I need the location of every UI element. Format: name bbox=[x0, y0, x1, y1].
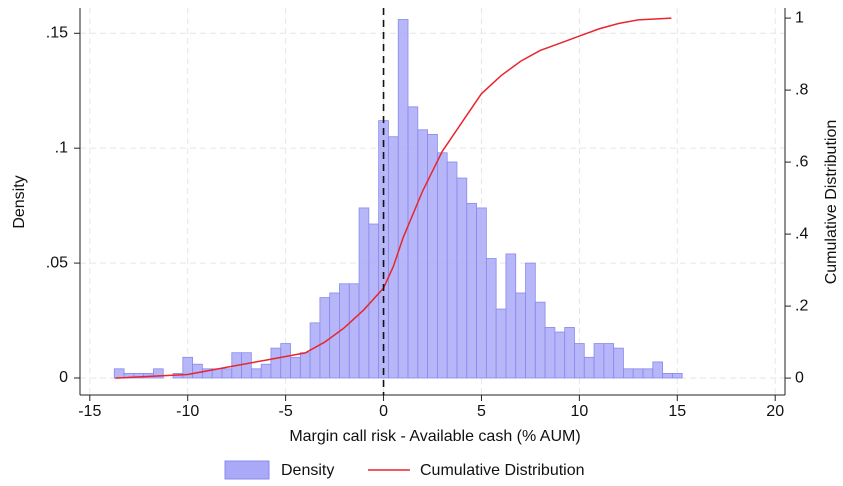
bar bbox=[260, 363, 272, 379]
bar bbox=[456, 177, 468, 379]
bar bbox=[534, 301, 546, 379]
bar bbox=[485, 258, 497, 379]
bar bbox=[613, 347, 624, 379]
legend-swatch bbox=[224, 460, 270, 480]
bar bbox=[407, 106, 419, 379]
cdf-line bbox=[115, 17, 672, 379]
legend-label: Cumulative Distribution bbox=[420, 462, 585, 479]
y-tick-label: .1 bbox=[55, 139, 68, 156]
bar bbox=[632, 368, 644, 379]
bar bbox=[309, 322, 321, 379]
bar bbox=[505, 253, 517, 379]
x-tick-label: 0 bbox=[379, 403, 388, 420]
y-tick-label: 0 bbox=[59, 369, 68, 386]
bar bbox=[466, 202, 477, 379]
bar bbox=[662, 372, 673, 379]
y2-tick-label: .8 bbox=[795, 81, 808, 98]
x-tick-label: 20 bbox=[766, 403, 784, 420]
bar bbox=[525, 262, 536, 379]
bar bbox=[603, 343, 615, 379]
bar bbox=[250, 368, 262, 379]
bar bbox=[397, 19, 409, 379]
bar bbox=[358, 207, 370, 379]
legend-label: Density bbox=[281, 462, 334, 479]
bar bbox=[417, 129, 429, 379]
bar bbox=[348, 283, 360, 379]
y2-tick-label: 0 bbox=[795, 369, 804, 386]
bar bbox=[495, 308, 507, 379]
bar bbox=[574, 343, 585, 379]
x-tick-label: -15 bbox=[78, 403, 101, 420]
bar bbox=[270, 347, 282, 379]
bar bbox=[368, 223, 380, 379]
bar bbox=[446, 161, 458, 379]
bar bbox=[192, 363, 203, 379]
bar bbox=[299, 352, 311, 379]
bar bbox=[290, 356, 301, 379]
bar bbox=[153, 368, 164, 379]
bar bbox=[583, 356, 595, 379]
bar bbox=[671, 372, 683, 379]
x-tick-label: -5 bbox=[279, 403, 293, 420]
bar bbox=[515, 292, 526, 379]
x-tick-label: -10 bbox=[176, 403, 199, 420]
y2-axis-label: Cumulative Distribution bbox=[823, 120, 840, 285]
bar bbox=[642, 368, 654, 379]
bar bbox=[241, 352, 252, 379]
x-axis-label: Margin call risk - Available cash (% AUM… bbox=[289, 428, 580, 445]
x-tick-label: 5 bbox=[477, 403, 486, 420]
bar bbox=[280, 343, 291, 379]
bar bbox=[564, 327, 575, 379]
y2-tick-label: .6 bbox=[795, 153, 808, 170]
bar bbox=[319, 297, 331, 379]
y2-tick-label: .4 bbox=[795, 225, 808, 242]
x-tick-label: 10 bbox=[570, 403, 588, 420]
y2-tick-label: 1 bbox=[795, 9, 804, 26]
y-tick-label: .15 bbox=[46, 24, 68, 41]
x-tick-label: 15 bbox=[668, 403, 686, 420]
bar bbox=[221, 368, 233, 379]
bar bbox=[544, 327, 556, 379]
bar bbox=[554, 331, 566, 379]
bar bbox=[113, 368, 125, 379]
y2-tick-label: .2 bbox=[795, 297, 808, 314]
bar bbox=[623, 368, 634, 379]
bar bbox=[476, 207, 487, 379]
bar bbox=[436, 152, 448, 379]
bar bbox=[593, 343, 605, 379]
bar bbox=[652, 361, 664, 379]
y-axis-label: Density bbox=[11, 175, 28, 228]
y-tick-label: .05 bbox=[46, 254, 68, 271]
